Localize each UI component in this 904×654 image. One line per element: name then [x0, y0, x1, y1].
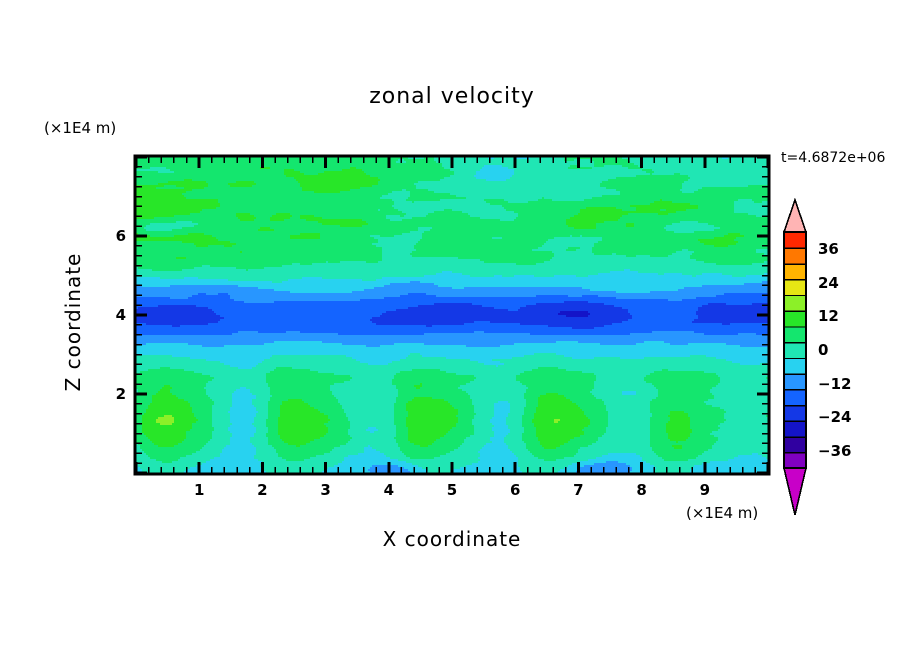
y-axis-unit-label: (×1E4 m)	[44, 119, 117, 137]
colorbar-tick-label: 24	[818, 273, 839, 292]
page-title: zonal velocity	[369, 84, 535, 109]
y-tick-label: 4	[115, 306, 126, 324]
colorbar-tick-label: 12	[818, 307, 839, 326]
x-axis-title: X coordinate	[382, 527, 522, 551]
colorbar-tick-label: −12	[818, 374, 852, 393]
colorbar-tick-label: −24	[818, 408, 852, 427]
colorbar-tick-label: 36	[818, 239, 839, 258]
x-tick-label: 8	[636, 481, 647, 499]
x-tick-label: 2	[257, 481, 268, 499]
colorbar-tick-label: −36	[818, 442, 852, 461]
x-tick-label: 5	[446, 481, 458, 499]
colorbar	[782, 197, 808, 516]
colorbar-tick-label: 0	[818, 341, 829, 359]
time-annotation: t=4.6872e+06	[781, 150, 886, 166]
x-tick-label: 6	[509, 481, 521, 499]
x-tick-label: 4	[383, 481, 395, 499]
x-tick-label: 9	[699, 481, 711, 499]
x-axis-unit-label: (×1E4 m)	[686, 504, 759, 522]
x-tick-label: 7	[573, 481, 584, 499]
x-tick-label: 1	[193, 481, 205, 499]
y-tick-label: 2	[115, 385, 126, 403]
x-tick-label: 3	[320, 481, 331, 499]
y-tick-label: 6	[115, 227, 126, 245]
